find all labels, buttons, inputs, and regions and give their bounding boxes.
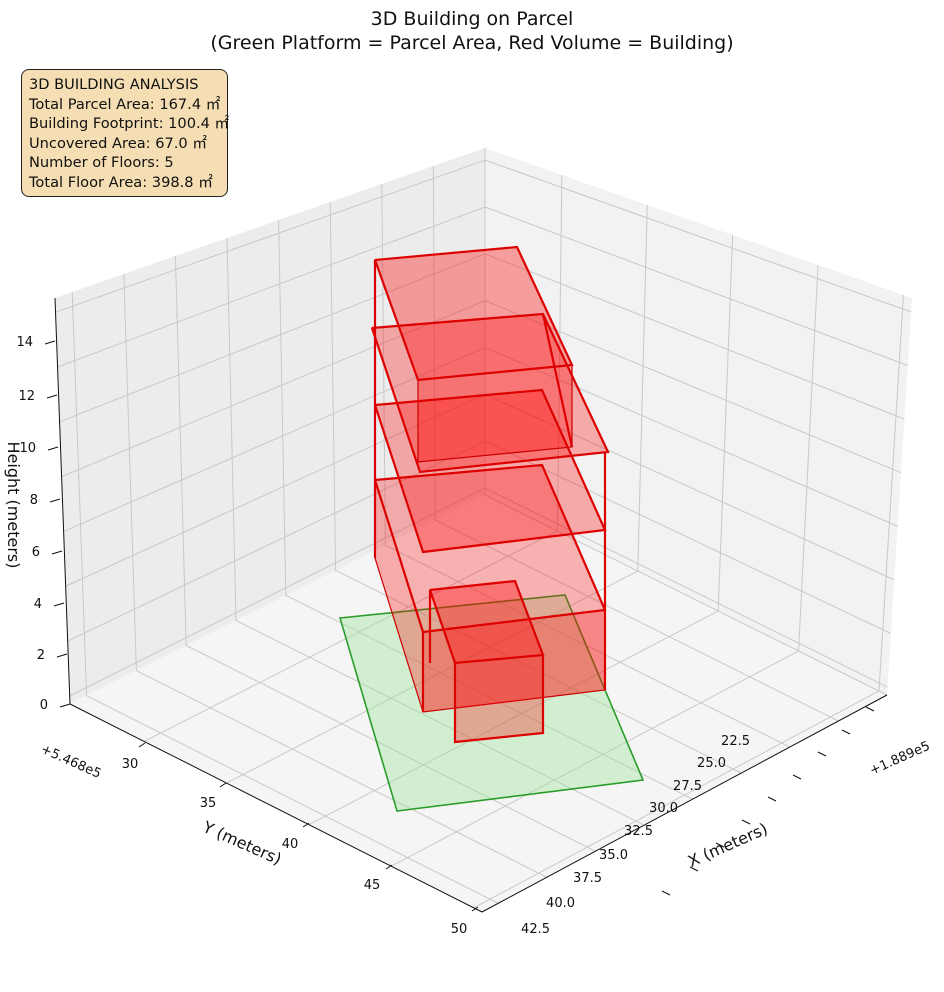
z-tick-mark (47, 446, 59, 451)
y-offset-label: +5.468e5 (38, 742, 103, 782)
x-gridline (71, 291, 499, 904)
info-heading: 3D BUILDING ANALYSIS (29, 76, 199, 93)
z-tick-label: 4 (34, 597, 42, 612)
y-axis-label: Y (meters) (199, 817, 284, 869)
z-tick-mark (51, 550, 63, 555)
axis-lines (54, 297, 888, 913)
x-gridline (484, 148, 888, 696)
info-building-footprint: Building Footprint: 100.4 ㎡ (29, 115, 230, 133)
building-annex-front (454, 654, 544, 743)
building-top-block-front (417, 364, 573, 463)
y-axis-line (69, 703, 483, 913)
x-tick-mark (767, 796, 777, 802)
x-tick-label: 35.0 (599, 848, 628, 863)
x-tick-mark (741, 819, 751, 825)
x-gridline (329, 201, 742, 774)
z-axis-label: Height (meters) (4, 442, 23, 569)
z-tick-mark (56, 653, 68, 658)
x-tick-label: 32.5 (624, 824, 653, 839)
z-tick-mark (49, 498, 61, 503)
x-gridline (226, 237, 645, 826)
x-gridline (174, 255, 596, 852)
y-tick-mark (219, 782, 227, 788)
x-tick-label: 25.0 (697, 756, 726, 771)
z-tick-mark (59, 703, 71, 708)
building-roof-outline (373, 245, 574, 382)
y-tick-label: 40 (282, 837, 299, 852)
z-tick-label: 0 (40, 698, 48, 713)
info-total-floor-area: Total Floor Area: 398.8 ㎡ (29, 173, 213, 191)
y-tick-mark (302, 822, 310, 828)
x-tick-mark (792, 774, 802, 780)
x-tick-mark (865, 706, 875, 712)
x-tick-mark (841, 729, 851, 735)
x-tick-label: 27.5 (673, 779, 702, 794)
x-tick-label: 30.0 (649, 801, 678, 816)
y-tick-label: 35 (200, 796, 217, 811)
x-axis-line (481, 694, 888, 913)
x-tick-mark (661, 890, 671, 896)
building-edge-back (541, 313, 574, 448)
x-tick-mark (817, 751, 827, 757)
building-volume (370, 245, 610, 744)
x-tick-label: 40.0 (546, 896, 575, 911)
y-gridline (308, 234, 734, 826)
z-tick-label: 8 (30, 493, 38, 508)
y-gridline (226, 204, 648, 784)
floor-pane (70, 495, 887, 912)
axes-grid (55, 148, 912, 909)
z-tick-label: 6 (32, 545, 40, 560)
axes-panes (55, 148, 912, 912)
y-gridline (143, 174, 563, 742)
x-axis-label: X (meters) (685, 819, 770, 871)
z-tick-label: 10 (19, 441, 36, 456)
z-tick-mark (46, 394, 58, 399)
building-floor-4-outline (370, 312, 610, 474)
info-uncovered-area: Uncovered Area: 67.0 ㎡ (29, 134, 207, 152)
z-tick-label: 14 (16, 335, 33, 350)
parcel-platform (338, 594, 645, 812)
x-tick-mark (689, 866, 699, 872)
y-tick-mark (385, 864, 393, 870)
y-tick-mark (138, 742, 146, 748)
x-tick-mark (715, 842, 725, 848)
x-tick-label: 42.5 (521, 922, 550, 937)
chart-title-line-2: (Green Platform = Parcel Area, Red Volum… (210, 32, 733, 54)
parcel-polygon (338, 594, 645, 812)
axis-ticks: 22.5 25.0 27.5 30.0 32.5 35.0 37.5 40.0 42.5 30 35… (16, 335, 875, 937)
x-gridline (278, 219, 693, 800)
analysis-info-box: 3D BUILDING ANALYSIS Total Parcel Area: … (21, 69, 230, 197)
x-gridline (432, 165, 839, 722)
y-tick-label: 30 (122, 757, 139, 772)
back-right-pane (485, 148, 912, 695)
x-gridline (123, 273, 548, 878)
y-tick-mark (471, 906, 479, 912)
y-gridline (473, 294, 904, 909)
z-tick-label: 12 (18, 389, 35, 404)
x-offset-label: +1.889e5 (868, 739, 933, 779)
y-tick-label: 45 (364, 878, 381, 893)
y-tick-label: 50 (451, 922, 468, 937)
z-tick-label: 2 (37, 648, 45, 663)
back-left-pane (55, 148, 485, 704)
chart-title-line-1: 3D Building on Parcel (371, 8, 574, 30)
info-parcel-area: Total Parcel Area: 167.4 ㎡ (29, 95, 221, 113)
x-gridline (381, 183, 791, 748)
z-axis-line (54, 297, 71, 705)
x-tick-label: 22.5 (721, 734, 750, 749)
z-tick-mark (53, 602, 65, 607)
building-annex-edges (453, 655, 545, 744)
x-tick-label: 37.5 (573, 871, 602, 886)
info-number-of-floors: Number of Floors: 5 (29, 154, 174, 172)
z-tick-mark (44, 340, 56, 345)
